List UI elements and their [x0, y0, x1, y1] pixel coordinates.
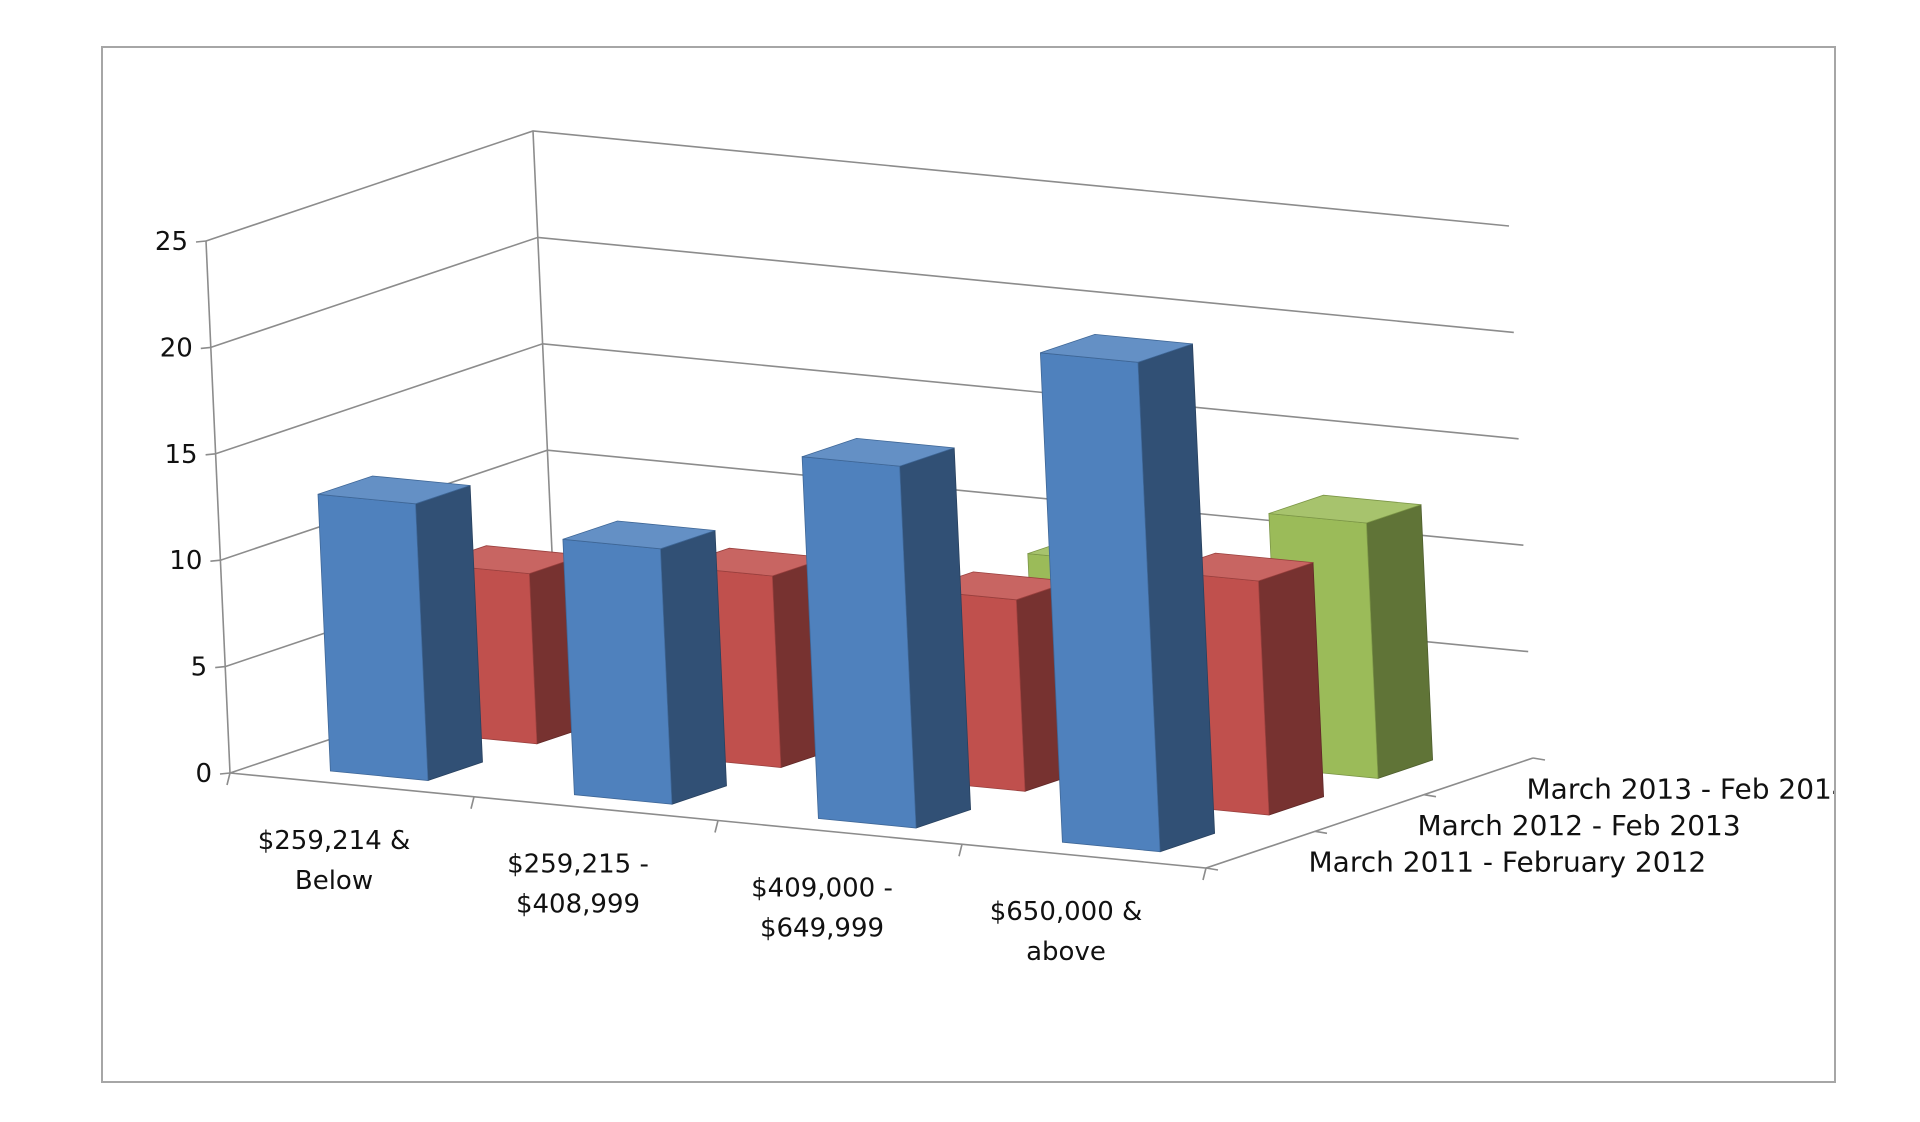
y-tick-mark [195, 240, 207, 243]
depth-tick-mark [1532, 757, 1546, 761]
y-axis-line [205, 240, 231, 774]
bar-front-face [317, 493, 429, 781]
bar [317, 475, 483, 782]
series-label: March 2012 - Feb 2013 [1418, 809, 1741, 842]
bar-top-face [1040, 333, 1193, 363]
gridline [215, 342, 1519, 455]
series-label: March 2013 - Feb 2014 [1527, 772, 1835, 805]
bar-front-face [801, 456, 917, 829]
depth-tick-mark [1314, 830, 1328, 835]
bar-side-face [1258, 562, 1325, 816]
depth-tick-mark [1423, 793, 1437, 798]
bar-top-face [562, 520, 716, 550]
bar [801, 437, 972, 829]
x-tick-mark [958, 844, 963, 857]
y-tick-mark [215, 665, 226, 669]
y-tick-label: 20 [160, 333, 193, 363]
y-tick-label: 0 [195, 759, 212, 789]
bar-top-face [801, 437, 955, 467]
labels: 0 5 10 15 20 25 $259,214 & Below $259,215 -$408,… [155, 227, 1834, 967]
depth-tick-mark [1205, 867, 1219, 871]
category-label: $259,214 & Below [258, 826, 411, 896]
y-tick-mark [210, 559, 221, 562]
y-tick-mark [200, 346, 211, 350]
category-label: $409,000 -$649,999 [751, 873, 893, 943]
category-label: $650,000 & above [990, 897, 1143, 967]
gridline [205, 130, 1510, 242]
bar-top-face [1268, 494, 1422, 524]
y-tick-label: 10 [169, 546, 202, 576]
bar [1039, 333, 1216, 853]
x-tick-mark [1202, 867, 1207, 881]
gridline [210, 236, 1514, 349]
y-tick-label: 5 [191, 653, 208, 683]
bar-top-face [317, 475, 471, 505]
y-tick-label: 15 [165, 440, 198, 470]
x-tick-mark [470, 796, 475, 809]
series-label: March 2011 - February 2012 [1309, 846, 1707, 879]
y-tick-mark [219, 772, 231, 775]
bar-front-face [562, 538, 673, 805]
x-tick-mark [714, 820, 719, 833]
x-tick-mark [226, 772, 231, 786]
category-label: $259,215 -$408,999 [507, 850, 649, 920]
bar [562, 520, 727, 805]
y-tick-label: 25 [155, 227, 188, 257]
chart-frame: 0 5 10 15 20 25 $259,214 & Below $259,215 -$408,… [101, 46, 1836, 1083]
bars [317, 333, 1434, 853]
chart-3d-column: 0 5 10 15 20 25 $259,214 & Below $259,215 -$408,… [155, 130, 1834, 967]
y-tick-mark [205, 453, 216, 456]
